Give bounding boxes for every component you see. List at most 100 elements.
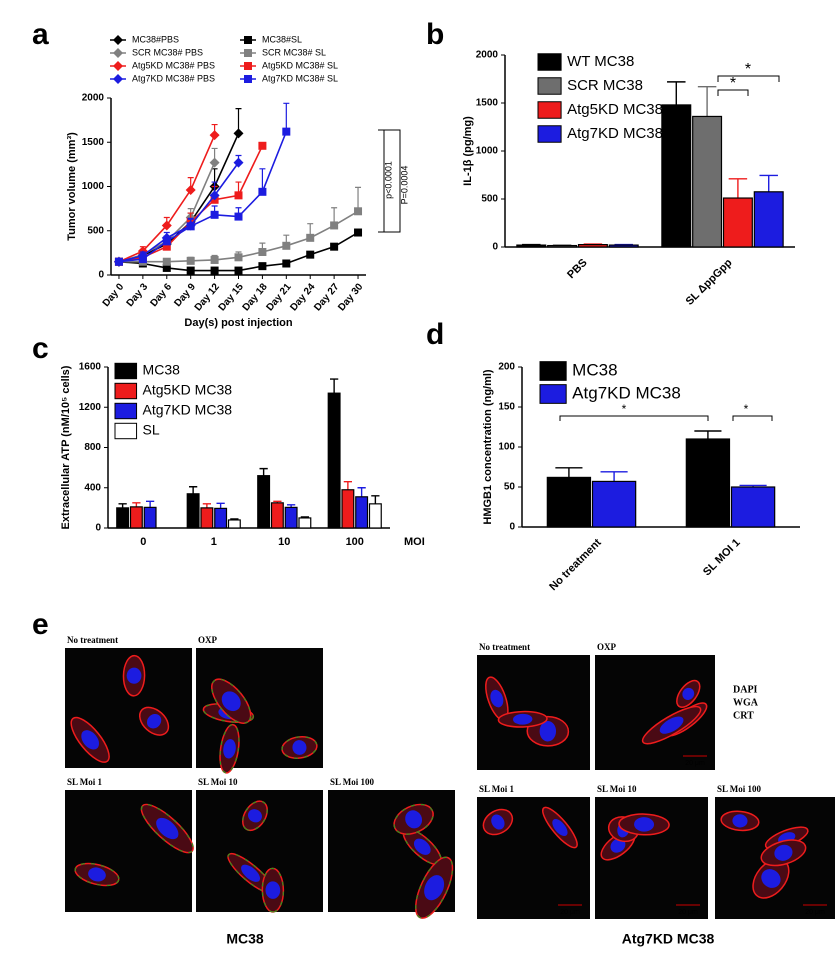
bar [591,480,637,528]
legend-label: Atg5KD MC38 [567,101,663,118]
x-tick-label: Day 0 [101,281,127,309]
nucleus [247,809,262,823]
micrograph-label: SL Moi 100 [330,777,375,787]
bar [730,486,776,528]
error-bar [600,471,628,482]
legend-marker [244,62,252,70]
x-tick-label: SL ΔppGpp [684,257,735,308]
cell-crt [261,867,284,913]
nucleus [292,740,307,755]
marker [354,207,363,216]
legend-label: Atg7KD MC38 [143,402,233,418]
marker [162,257,171,266]
marker [330,242,339,251]
legend-label: Atg5KD MC38# PBS [132,60,215,70]
marker [258,262,267,271]
micrograph-label: SL Moi 100 [717,784,762,794]
legend-marker [244,36,252,44]
panel-label: b [426,18,444,51]
marker [138,255,147,264]
scale-label: 20 μm [805,909,825,916]
marker [162,242,171,251]
legend-marker [113,61,123,71]
marker [186,266,195,275]
nucleus [491,814,505,830]
y-tick-label: 200 [498,362,515,373]
marker [258,187,267,196]
marker [210,210,219,219]
bar [186,493,200,529]
legend-swatch [114,362,138,380]
annotation: * [730,75,736,92]
x-tick-label: 1 [211,536,217,548]
error-bar [145,500,155,508]
cell-crt [140,804,194,854]
nucleus [513,713,533,725]
legend-swatch [539,384,567,404]
nucleus [156,817,179,840]
error-bar [343,481,352,490]
nucleus [539,720,557,742]
x-axis-label: Day(s) post injection [184,317,292,329]
bar [257,475,271,529]
error-bar [330,378,339,394]
scale-label: 20 μm [678,909,698,916]
cell-crt [74,862,120,886]
nucleus [634,817,655,832]
marker [162,263,171,272]
panel-label: a [32,18,49,51]
x-tick-label: Day 15 [217,281,246,313]
bar [298,517,312,529]
marker [210,266,219,275]
nucleus [413,838,431,855]
micrograph-label: OXP [198,635,218,645]
bar [692,115,723,248]
legend-swatch [539,361,567,381]
nucleus [221,691,241,712]
error-bar [694,430,722,439]
bar [661,104,692,248]
marker [306,233,315,242]
error-bar [189,486,198,494]
legend-swatch [537,101,562,119]
bracket [378,129,401,233]
y-tick-label: 1600 [79,362,102,373]
y-tick-label: 150 [498,402,515,413]
error-bar [759,174,778,192]
y-tick-label: 0 [509,522,515,533]
series-line [118,162,240,263]
y-axis-label: IL-1β (pg/mg) [462,116,474,186]
error-bar [357,487,366,497]
marker [209,190,220,201]
panel-label: c [32,332,49,365]
micrograph-label: SL Moi 10 [198,777,238,787]
cell-crt [281,736,318,759]
marker [258,247,267,256]
nucleus [774,844,793,861]
cell-crt [242,800,268,831]
marker [186,222,195,231]
marker [186,256,195,265]
y-axis-label: HMGB1 concentration (ng/ml) [482,369,494,525]
legend-swatch [537,77,562,95]
bar [608,244,639,248]
bar [116,507,130,529]
x-tick-label: 10 [278,536,290,548]
legend-label: MC38#SL [262,34,302,44]
x-tick-label: Day 24 [288,281,317,313]
legend-marker [113,48,123,58]
y-tick-label: 1200 [79,402,102,413]
nucleus [659,716,684,734]
micrograph-label: SL Moi 1 [479,784,515,794]
marker [162,237,171,246]
error-bar [259,467,268,476]
nucleus [490,689,504,708]
marker [258,141,267,150]
nucleus [223,739,236,759]
error-bar [371,495,380,504]
bar [327,392,341,529]
bracket [559,415,773,421]
marker [306,250,315,259]
legend-marker [113,74,123,84]
legend-label: MC38 [572,360,617,379]
